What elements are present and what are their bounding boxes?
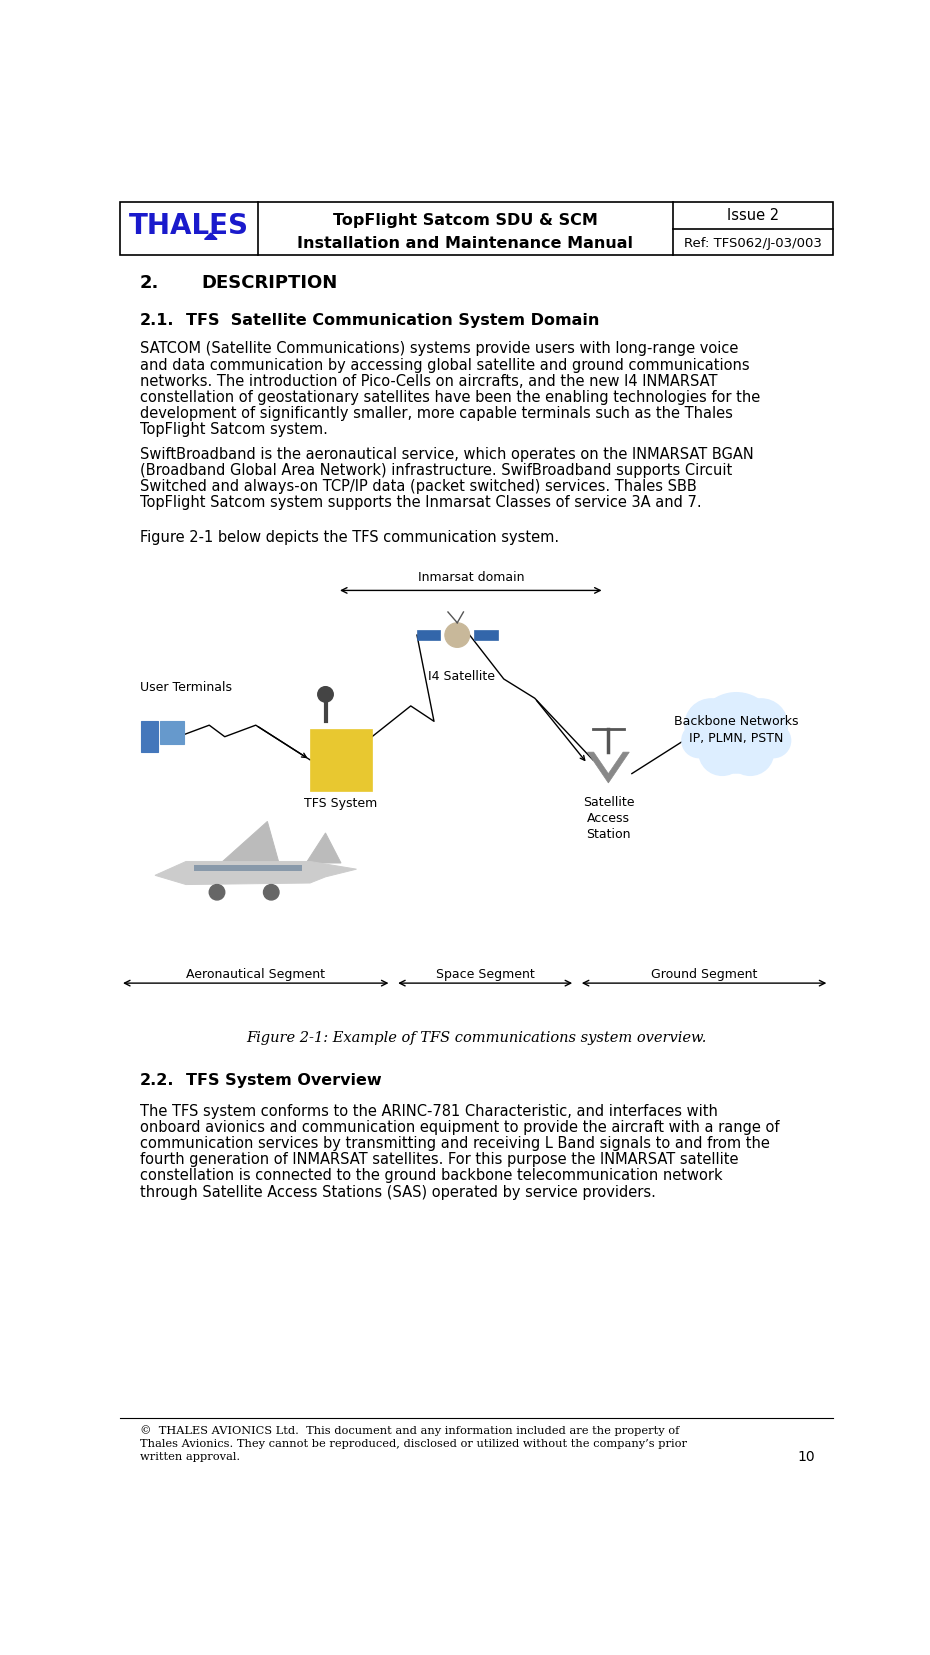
Text: TFS  Satellite Communication System Domain: TFS Satellite Communication System Domai… — [186, 313, 599, 328]
Text: I4 Satellite: I4 Satellite — [428, 669, 495, 682]
Bar — [193, 866, 302, 872]
Text: 2.: 2. — [140, 275, 159, 293]
Circle shape — [209, 885, 225, 900]
Bar — [417, 631, 440, 640]
Polygon shape — [205, 233, 217, 240]
Circle shape — [735, 700, 788, 751]
Text: Satellite
Access
Station: Satellite Access Station — [582, 796, 634, 841]
Circle shape — [445, 624, 470, 649]
Text: Inmarsat domain: Inmarsat domain — [418, 571, 525, 583]
Circle shape — [727, 730, 774, 776]
Circle shape — [696, 693, 777, 773]
Text: constellation is connected to the ground backbone telecommunication network: constellation is connected to the ground… — [140, 1168, 722, 1183]
Text: THALES: THALES — [129, 212, 249, 240]
Text: Backbone Networks
IP, PLMN, PSTN: Backbone Networks IP, PLMN, PSTN — [674, 715, 799, 745]
Text: through Satellite Access Stations (SAS) operated by service providers.: through Satellite Access Stations (SAS) … — [140, 1183, 656, 1198]
Text: (Broadband Global Area Network) infrastructure. SwifBroadband supports Circuit: (Broadband Global Area Network) infrastr… — [140, 463, 732, 478]
Bar — [120, 202, 833, 257]
Text: Switched and always-on TCP/IP data (packet switched) services. Thales SBB: Switched and always-on TCP/IP data (pack… — [140, 478, 697, 493]
Text: DESCRIPTION: DESCRIPTION — [202, 275, 338, 293]
Text: Ref: TFS062/J-03/003: Ref: TFS062/J-03/003 — [684, 237, 822, 250]
Text: TopFlight Satcom SDU & SCM: TopFlight Satcom SDU & SCM — [333, 212, 598, 228]
Text: 2.1.: 2.1. — [140, 313, 174, 328]
Text: Aeronautical Segment: Aeronautical Segment — [186, 968, 326, 981]
Bar — [310, 730, 372, 791]
Text: SwiftBroadband is the aeronautical service, which operates on the INMARSAT BGAN: SwiftBroadband is the aeronautical servi… — [140, 447, 753, 462]
Text: onboard avionics and communication equipment to provide the aircraft with a rang: onboard avionics and communication equip… — [140, 1119, 779, 1134]
Circle shape — [685, 700, 737, 751]
Text: SATCOM (Satellite Communications) systems provide users with long-range voice: SATCOM (Satellite Communications) system… — [140, 341, 737, 356]
Polygon shape — [155, 862, 356, 885]
Text: 10: 10 — [798, 1450, 816, 1463]
Text: communication services by transmitting and receiving L Band signals to and from : communication services by transmitting a… — [140, 1135, 769, 1150]
Text: TFS System Overview: TFS System Overview — [186, 1072, 381, 1087]
Text: Figure 2-1: Example of TFS communications system overview.: Figure 2-1: Example of TFS communication… — [246, 1031, 707, 1044]
Polygon shape — [588, 753, 630, 783]
Bar — [160, 722, 183, 745]
Polygon shape — [221, 823, 279, 864]
Circle shape — [682, 725, 716, 758]
Circle shape — [318, 687, 333, 703]
Text: User Terminals: User Terminals — [140, 680, 232, 693]
Bar — [474, 631, 498, 640]
Polygon shape — [306, 834, 341, 864]
Text: Ground Segment: Ground Segment — [651, 968, 757, 981]
Text: Installation and Maintenance Manual: Installation and Maintenance Manual — [298, 235, 633, 250]
Text: written approval.: written approval. — [140, 1451, 240, 1461]
Circle shape — [756, 725, 790, 758]
Text: fourth generation of INMARSAT satellites. For this purpose the INMARSAT satellit: fourth generation of INMARSAT satellites… — [140, 1152, 738, 1167]
Text: ©  THALES AVIONICS Ltd.  This document and any information included are the prop: © THALES AVIONICS Ltd. This document and… — [140, 1425, 679, 1435]
Text: development of significantly smaller, more capable terminals such as the Thales: development of significantly smaller, mo… — [140, 405, 732, 420]
Text: and data communication by accessing global satellite and ground communications: and data communication by accessing glob… — [140, 357, 750, 372]
Text: 2.2.: 2.2. — [140, 1072, 174, 1087]
Text: networks. The introduction of Pico-Cells on aircrafts, and the new I4 INMARSAT: networks. The introduction of Pico-Cells… — [140, 374, 717, 389]
Bar — [141, 722, 158, 753]
Circle shape — [263, 885, 279, 900]
Text: TFS System: TFS System — [304, 796, 378, 809]
Text: Thales Avionics. They cannot be reproduced, disclosed or utilized without the co: Thales Avionics. They cannot be reproduc… — [140, 1438, 686, 1448]
Text: Space Segment: Space Segment — [436, 968, 535, 981]
Text: TopFlight Satcom system.: TopFlight Satcom system. — [140, 422, 327, 437]
Text: constellation of geostationary satellites have been the enabling technologies fo: constellation of geostationary satellite… — [140, 389, 760, 404]
Circle shape — [699, 730, 746, 776]
Text: Figure 2-1 below depicts the TFS communication system.: Figure 2-1 below depicts the TFS communi… — [140, 530, 559, 544]
Text: The TFS system conforms to the ARINC-781 Characteristic, and interfaces with: The TFS system conforms to the ARINC-781… — [140, 1102, 717, 1119]
Text: Issue 2: Issue 2 — [727, 209, 779, 223]
Text: TopFlight Satcom system supports the Inmarsat Classes of service 3A and 7.: TopFlight Satcom system supports the Inm… — [140, 495, 701, 510]
